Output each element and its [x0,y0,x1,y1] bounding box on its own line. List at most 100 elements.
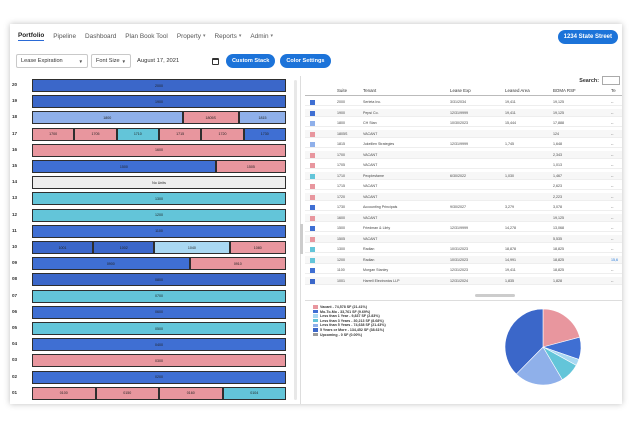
suite-block[interactable]: 0300 [32,354,286,368]
suite-block[interactable]: 1002 [93,241,155,254]
suite-block[interactable]: 0800 [32,273,286,287]
suite-block[interactable]: 1705 [74,127,117,141]
suite-block[interactable]: 1505 [215,160,286,173]
table-row[interactable]: 1200 Radian 10/31/2023 14,991 18,825 15,6 [305,255,622,264]
suite-block[interactable]: 0500 [32,322,286,335]
pie-slice[interactable] [504,308,544,375]
nav-item-pipeline[interactable]: Pipeline [53,33,76,40]
column-header[interactable]: Suite [337,88,348,93]
cell-te: -- [611,215,614,220]
cell-suite: 1300 [337,247,345,251]
column-header[interactable]: Lease Exp [450,88,471,93]
suite-block[interactable]: No Units [32,176,286,190]
suite-block[interactable]: 1730 [243,127,286,141]
row-color-swatch [310,142,315,147]
table-row[interactable]: 1720 VACANT 2,223 -- [305,192,622,201]
column-header[interactable]: BOMA RSF [553,88,576,93]
suite-block[interactable]: 0104 [222,386,286,400]
table-row[interactable]: 1705 VACANT 1,013 -- [305,161,622,170]
chevron-down-icon: ▼ [121,58,126,64]
color-by-select[interactable]: Lease Expiration ▼ [16,54,88,68]
cell-te: -- [611,184,614,188]
table-row[interactable]: 1805S VACANT 124 -- [305,129,622,138]
date-picker[interactable]: August 17, 2021 [134,54,222,68]
cell-rsf: 2,223 [553,194,562,199]
nav-item-plan-book-tool[interactable]: Plan Book Tool [125,33,168,40]
pie-slice[interactable] [515,346,563,386]
suite-block[interactable]: 1200 [32,208,286,222]
suite-block[interactable]: 1600 [32,143,286,157]
row-color-swatch [310,173,315,179]
suite-block[interactable]: 0910 [189,257,286,271]
table-row[interactable]: 1800 CH Stan 10/30/2023 15,444 17,888 -- [305,119,622,128]
column-header[interactable]: Te [611,88,616,93]
suite-block[interactable]: 0400 [32,338,286,352]
row-color-swatch [310,257,315,263]
cell-exp: 3/31/2034 [450,100,466,104]
table-row[interactable]: 1505 VACANT 5,535 -- [305,234,622,243]
suite-block[interactable]: 1300 [32,192,286,206]
table-row[interactable]: 1900 Pepsi Co. 12/31/9999 19,411 19,125 -- [305,108,622,117]
suite-block[interactable]: 1700 [32,127,75,141]
suite-block[interactable]: 1805S [182,111,239,125]
suite-block[interactable]: 1800 [32,111,183,125]
property-address-button[interactable]: 1234 State Street [557,30,618,44]
nav-item-portfolio[interactable]: Portfolio [18,32,45,41]
floor-bar: 0100 0150 0160 0104 [32,386,286,400]
suite-block[interactable]: 2000 [32,79,286,92]
suite-block[interactable]: 0700 [32,289,286,303]
table-row[interactable]: 1001 Harrell Electronics LLP 12/31/2024 1,8… [305,276,622,285]
table-scrollbar[interactable] [475,294,515,297]
pie-slice[interactable] [542,308,581,348]
suite-block[interactable]: 1900 [32,95,286,109]
search-input[interactable] [602,76,620,85]
suite-block[interactable]: 1815 [238,111,286,125]
column-header[interactable]: Leased Area [505,88,530,93]
cell-suite: 1500 [337,226,345,230]
table-row[interactable]: 1710 Peoplesfame 6/30/2022 1,030 1,467 -- [305,171,622,180]
suite-block[interactable]: 1720 [201,127,244,141]
custom-stack-button[interactable]: Custom Stack [226,54,276,68]
font-size-select[interactable]: Font Size ▼ [91,54,131,68]
table-row[interactable]: 1715 VACANT 2,623 -- [305,182,622,191]
table-row[interactable]: 1730 Accounting Principals 9/30/2027 3,279 3… [305,203,622,212]
suite-block[interactable]: 0150 [95,386,159,400]
suite-block[interactable]: 0100 [32,386,96,400]
color-settings-button[interactable]: Color Settings [280,54,331,68]
table-search: Search: [579,76,620,85]
table-row[interactable]: 1600 VACANT 19,125 -- [305,213,622,222]
cell-suite: 1730 [337,205,345,209]
suite-block[interactable]: 1080 [229,241,286,254]
cell-suite: 1001 [337,278,345,283]
table-row[interactable]: 2000 Serleta Inc. 3/31/2034 19,411 19,125 -- [305,98,622,107]
color-by-value: Lease Expiration [21,58,63,64]
cell-te: -- [611,110,614,115]
suite-block[interactable]: 1710 [116,127,159,141]
suite-block[interactable]: 1500 [32,160,216,173]
table-row[interactable]: 1300 Radian 10/31/2023 18,878 18,825 -- [305,245,622,254]
suite-block[interactable]: 1100 [32,224,286,238]
suite-block[interactable]: 0600 [32,305,286,319]
suite-block[interactable]: 1715 [158,127,202,141]
nav-item-reports[interactable]: Reports ▾ [214,33,241,40]
cell-exp: 12/31/2023 [450,268,468,272]
nav-item-admin[interactable]: Admin ▾ [250,33,273,40]
suite-block[interactable]: 1040 [154,241,230,254]
table-row[interactable]: 1500 Friedman & Liirty 12/31/9999 14,278 13,… [305,224,622,233]
suite-block[interactable]: 1001 [32,241,94,254]
suite-block[interactable]: 0160 [159,386,223,400]
column-header[interactable]: Tenant [363,88,377,93]
table-row[interactable]: 1815 Jukeillen Strategies 12/31/9999 1,745 1… [305,140,622,149]
calendar-icon[interactable] [212,57,219,65]
table-row[interactable]: 1100 Morgan Stanley 12/31/2023 19,411 18,825… [305,266,622,275]
stacking-plan-scrollbar[interactable] [294,80,297,400]
table-row[interactable]: 1700 VACANT 2,343 -- [305,150,622,159]
nav-item-dashboard[interactable]: Dashboard [85,33,116,40]
nav-item-property[interactable]: Property ▾ [177,33,206,40]
table-header: Suite Tenant Lease Exp Leased Area BOMA RSF T… [305,87,622,96]
pane-splitter[interactable] [300,224,303,254]
suite-block[interactable]: 0200 [32,370,286,384]
row-color-swatch [310,226,315,231]
legend-swatch [313,319,318,323]
suite-block[interactable]: 0900 [32,257,190,271]
